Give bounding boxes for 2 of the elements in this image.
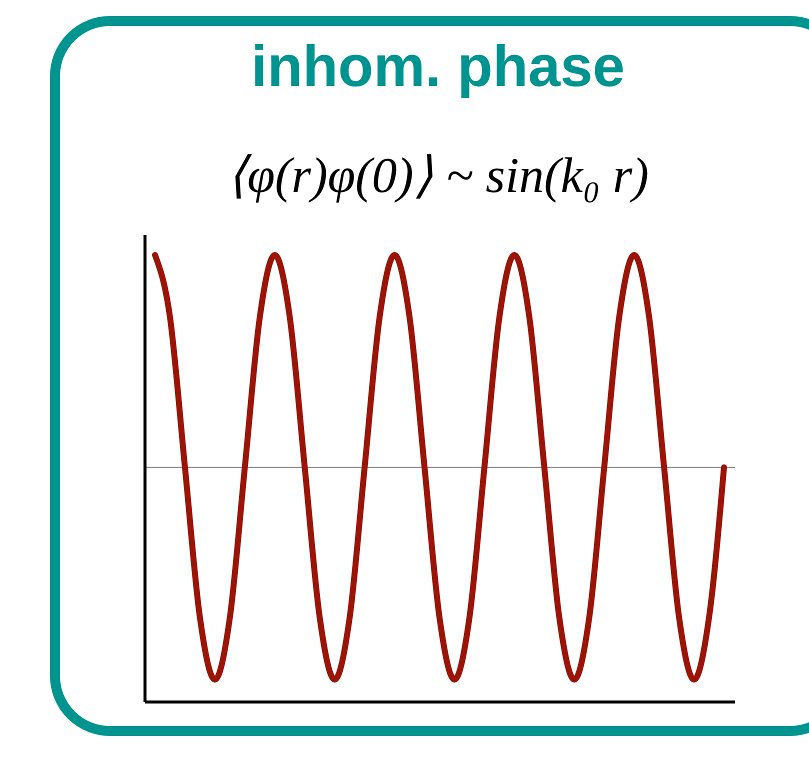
chart-title: inhom. phase bbox=[250, 33, 626, 100]
chart-subtitle: ⟨φ(r)φ(0)⟩ ~ sin(k₀ r) bbox=[226, 146, 650, 204]
